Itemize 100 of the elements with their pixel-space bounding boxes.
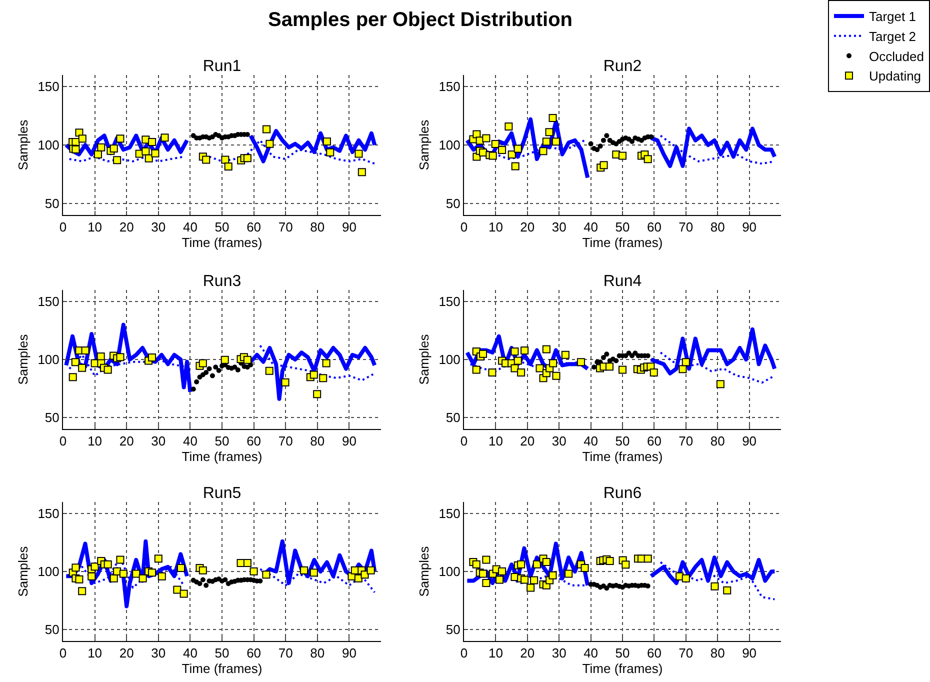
x-tick-label: 70: [278, 434, 293, 449]
x-tick-label: 90: [342, 434, 356, 449]
x-tick-label: 80: [710, 434, 725, 449]
x-tick-label: 90: [742, 434, 757, 449]
y-axis-title: Samples: [416, 334, 432, 385]
y-tick-label: 100: [438, 352, 460, 368]
x-tick-label: 90: [742, 646, 757, 661]
y-tick-label: 100: [38, 138, 60, 153]
y-axis-title: Samples: [416, 546, 432, 597]
legend-label: Target 1: [869, 9, 916, 24]
y-tick-label: 150: [38, 506, 60, 522]
y-tick-label: 150: [38, 294, 60, 310]
x-tick-label: 30: [151, 220, 166, 235]
x-tick-label: 0: [460, 434, 468, 449]
text: Samples per Object Distribution: [268, 9, 573, 31]
x-tick-label: 40: [584, 220, 598, 235]
x-tick-label: 60: [246, 646, 262, 661]
y-tick-label: 50: [446, 622, 460, 637]
y-tick-label: 50: [44, 622, 60, 637]
x-tick-label: 0: [59, 220, 67, 235]
x-tick-label: 50: [214, 434, 230, 449]
x-axis-title: Time (frames): [182, 235, 262, 250]
x-tick-label: 80: [710, 220, 725, 235]
y-axis-title: Samples: [416, 119, 432, 170]
x-tick-label: 30: [552, 434, 566, 449]
y-axis-title: Samples: [16, 546, 31, 597]
x-axis-title: Time (frames): [582, 661, 663, 676]
y-tick-label: 100: [38, 352, 60, 368]
x-tick-label: 20: [520, 220, 535, 235]
chart-title: Run3: [202, 273, 242, 290]
x-tick-label: 0: [460, 646, 468, 661]
x-tick-label: 0: [460, 220, 468, 235]
chart-title: Run4: [603, 273, 642, 290]
x-tick-label: 50: [615, 646, 630, 661]
x-tick-label: 40: [182, 220, 198, 235]
y-axis-title: Samples: [16, 119, 31, 170]
x-tick-label: 30: [552, 220, 566, 235]
x-tick-label: 70: [678, 646, 694, 661]
x-tick-label: 40: [182, 434, 198, 449]
x-tick-label: 20: [119, 646, 134, 661]
x-tick-label: 30: [151, 646, 166, 661]
x-tick-label: 90: [342, 646, 356, 661]
chart-title: Run2: [603, 58, 642, 75]
x-tick-label: 40: [182, 646, 198, 661]
y-tick-label: 50: [446, 196, 460, 211]
chart-title: Run1: [202, 58, 242, 75]
x-tick-label: 90: [342, 220, 356, 235]
x-tick-label: 80: [710, 646, 725, 661]
x-axis-title: Time (frames): [582, 235, 663, 250]
y-tick-label: 100: [438, 138, 460, 153]
x-tick-label: 50: [214, 646, 230, 661]
x-tick-label: 10: [488, 646, 503, 661]
x-tick-label: 20: [119, 220, 134, 235]
legend-label: Target 2: [869, 28, 916, 44]
x-tick-label: 20: [520, 646, 535, 661]
x-axis-title: Time (frames): [582, 449, 663, 464]
legend-label: Updating: [869, 68, 922, 84]
x-tick-label: 0: [59, 434, 67, 449]
x-tick-label: 70: [678, 434, 694, 449]
x-tick-label: 60: [246, 434, 262, 449]
x-tick-label: 60: [646, 220, 662, 235]
y-tick-label: 100: [38, 564, 60, 580]
y-tick-label: 50: [44, 196, 60, 211]
x-tick-label: 20: [520, 434, 535, 449]
chart-title: Run5: [202, 485, 242, 502]
x-tick-label: 80: [310, 220, 325, 235]
x-tick-label: 70: [278, 646, 293, 661]
x-tick-label: 90: [742, 220, 757, 235]
x-tick-label: 60: [646, 646, 662, 661]
x-tick-label: 50: [214, 220, 230, 235]
x-tick-label: 30: [552, 646, 566, 661]
y-axis-title: Samples: [16, 334, 31, 385]
y-tick-label: 150: [438, 294, 460, 310]
x-tick-label: 0: [59, 646, 67, 661]
x-tick-label: 50: [615, 434, 630, 449]
y-tick-label: 50: [446, 410, 460, 425]
x-tick-label: 20: [119, 434, 134, 449]
x-axis-title: Time (frames): [182, 449, 262, 464]
x-tick-label: 70: [278, 220, 293, 235]
x-tick-label: 10: [488, 220, 503, 235]
x-tick-label: 40: [584, 434, 598, 449]
y-tick-label: 100: [438, 564, 460, 580]
y-tick-label: 50: [44, 410, 60, 425]
y-tick-label: 150: [438, 79, 460, 94]
x-tick-label: 60: [646, 434, 662, 449]
x-tick-label: 10: [488, 434, 503, 449]
x-tick-label: 80: [310, 434, 325, 449]
x-tick-label: 10: [88, 434, 102, 449]
x-tick-label: 10: [88, 646, 102, 661]
x-tick-label: 10: [88, 220, 102, 235]
x-tick-label: 30: [151, 434, 166, 449]
x-tick-label: 50: [615, 220, 630, 235]
chart-title: Run6: [603, 485, 642, 502]
y-tick-label: 150: [438, 506, 460, 522]
x-tick-label: 60: [246, 220, 262, 235]
x-axis-title: Time (frames): [182, 661, 262, 676]
x-tick-label: 40: [584, 646, 598, 661]
x-tick-label: 70: [678, 220, 694, 235]
legend-label: Occluded: [869, 48, 924, 64]
y-tick-label: 150: [38, 79, 60, 94]
